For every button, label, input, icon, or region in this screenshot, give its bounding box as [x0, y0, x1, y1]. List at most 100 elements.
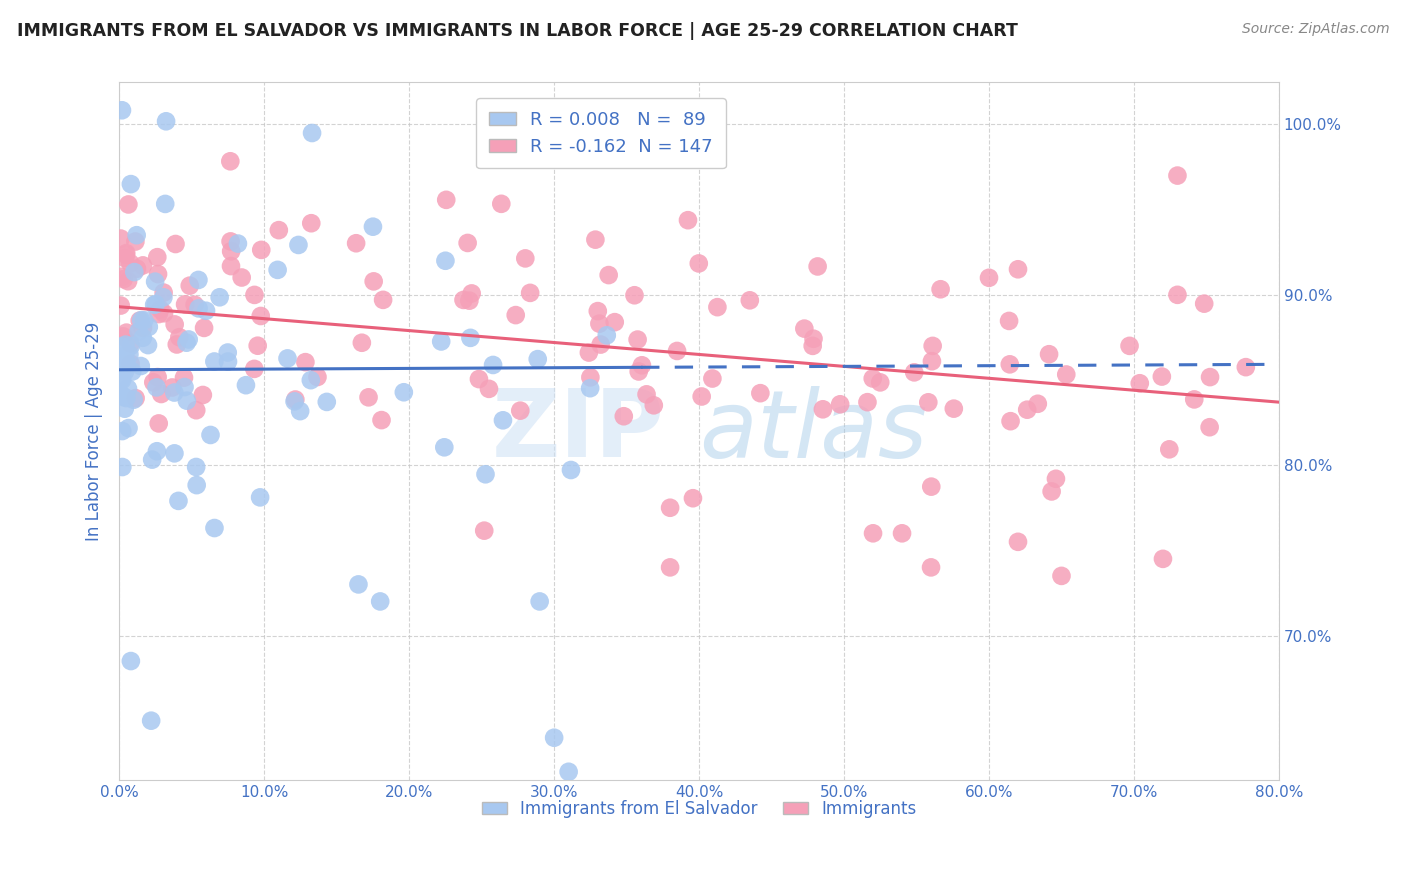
Point [977, 270, 1000, 285]
Point [1166, 169, 1188, 183]
Legend: Immigrants from El Salvador, Immigrants: Immigrants from El Salvador, Immigrants [475, 793, 922, 824]
Point [903, 365, 925, 379]
Point [579, 370, 602, 384]
Point [145, 297, 167, 311]
Point [583, 233, 606, 247]
Point [1026, 397, 1049, 411]
Point [998, 314, 1021, 328]
Point [690, 389, 713, 403]
Point [515, 252, 537, 266]
Point [350, 335, 373, 350]
Point [891, 526, 914, 541]
Point [1199, 370, 1222, 384]
Point [1198, 420, 1220, 434]
Point [636, 387, 658, 401]
Point [519, 285, 541, 300]
Point [115, 358, 138, 372]
Point [173, 380, 195, 394]
Point [146, 250, 169, 264]
Point [666, 343, 689, 358]
Point [128, 325, 150, 339]
Point [162, 380, 184, 394]
Point [460, 286, 482, 301]
Point [682, 491, 704, 506]
Point [1007, 534, 1029, 549]
Point [807, 260, 830, 274]
Point [114, 248, 136, 262]
Point [217, 354, 239, 368]
Point [631, 359, 654, 373]
Point [141, 452, 163, 467]
Point [249, 491, 271, 505]
Point [457, 235, 479, 250]
Point [347, 577, 370, 591]
Point [150, 387, 173, 401]
Point [145, 380, 167, 394]
Point [344, 236, 367, 251]
Point [371, 293, 394, 307]
Point [249, 309, 271, 323]
Point [110, 340, 132, 354]
Point [491, 197, 513, 211]
Point [117, 197, 139, 211]
Point [117, 274, 139, 288]
Point [368, 594, 391, 608]
Point [143, 298, 166, 312]
Point [749, 386, 772, 401]
Point [202, 354, 225, 368]
Point [613, 409, 636, 424]
Point [120, 339, 142, 353]
Point [148, 307, 170, 321]
Point [204, 521, 226, 535]
Point [627, 364, 650, 378]
Point [193, 321, 215, 335]
Point [191, 388, 214, 402]
Point [187, 273, 209, 287]
Point [114, 337, 136, 351]
Point [1040, 484, 1063, 499]
Point [1045, 472, 1067, 486]
Point [115, 326, 138, 340]
Point [114, 364, 136, 378]
Point [283, 394, 305, 409]
Point [1017, 402, 1039, 417]
Point [1054, 368, 1077, 382]
Point [706, 300, 728, 314]
Point [134, 313, 156, 327]
Point [219, 235, 242, 249]
Point [430, 334, 453, 349]
Point [529, 594, 551, 608]
Point [120, 256, 142, 270]
Point [659, 560, 682, 574]
Point [112, 272, 135, 286]
Point [152, 290, 174, 304]
Point [186, 403, 208, 417]
Point [138, 319, 160, 334]
Point [1007, 262, 1029, 277]
Point [114, 401, 136, 416]
Point [152, 285, 174, 300]
Point [288, 404, 311, 418]
Point [1050, 569, 1073, 583]
Point [276, 351, 298, 366]
Point [110, 231, 132, 245]
Point [862, 371, 884, 385]
Point [122, 392, 145, 407]
Point [142, 376, 165, 390]
Point [235, 378, 257, 392]
Point [120, 654, 142, 668]
Point [125, 261, 148, 276]
Point [208, 290, 231, 304]
Point [176, 393, 198, 408]
Point [509, 403, 531, 417]
Point [738, 293, 761, 308]
Point [186, 460, 208, 475]
Point [120, 357, 142, 371]
Point [793, 321, 815, 335]
Point [141, 714, 163, 728]
Point [505, 308, 527, 322]
Point [246, 339, 269, 353]
Point [117, 382, 139, 396]
Point [120, 336, 142, 351]
Point [460, 331, 482, 345]
